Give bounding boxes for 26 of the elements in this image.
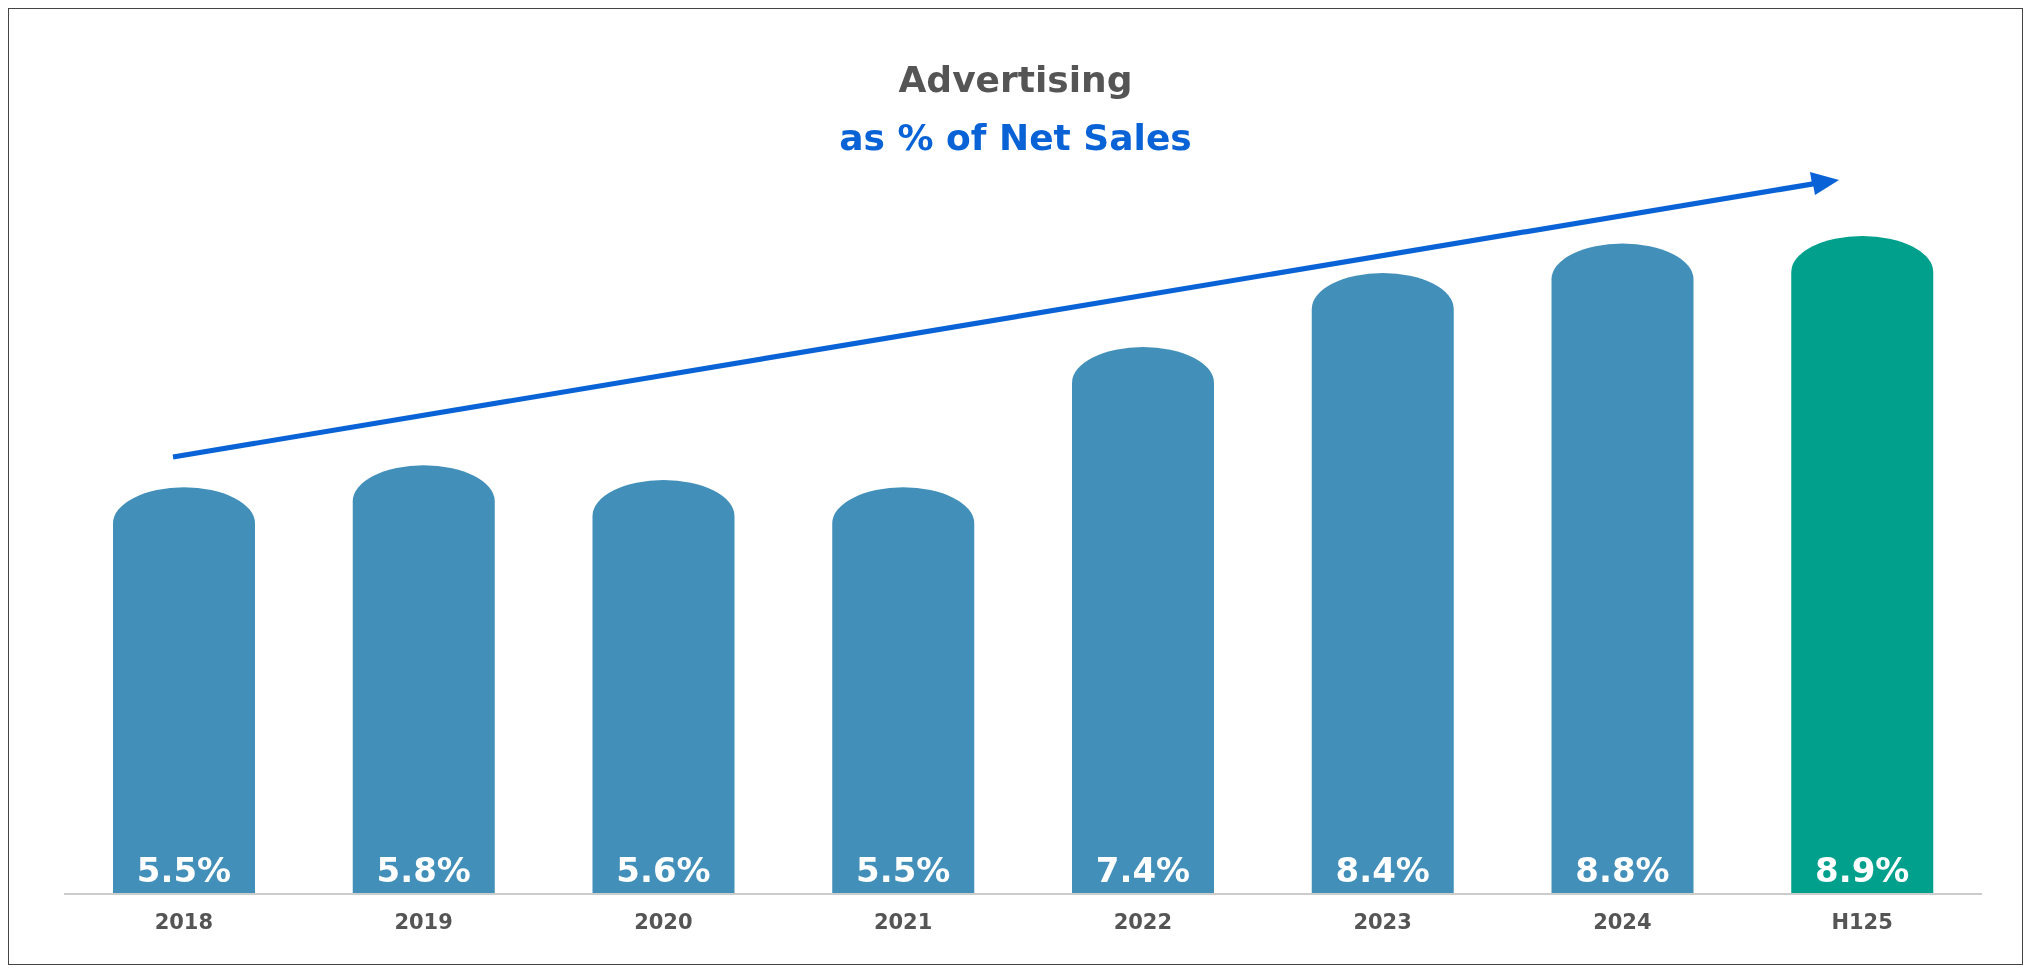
x-tick-label: 2023 (1353, 909, 1412, 934)
x-tick-label: H125 (1831, 909, 1893, 934)
data-label: 5.5% (856, 850, 951, 890)
x-tick-label: 2018 (154, 909, 214, 934)
data-label: 8.9% (1815, 850, 1910, 890)
data-label: 8.8% (1575, 850, 1670, 890)
x-tick-label: 2024 (1593, 909, 1652, 934)
chart-title: Advertising (897, 59, 1134, 100)
data-label: 5.6% (616, 850, 711, 890)
bar (832, 487, 975, 894)
data-label: 5.8% (376, 850, 471, 890)
x-tick-label: 2019 (394, 909, 453, 934)
data-label: 7.4% (1095, 850, 1191, 890)
data-label: 5.5% (136, 850, 232, 890)
bar (1072, 346, 1214, 894)
chart-subtitle: as % of Net Sales (838, 117, 1193, 158)
bar (1791, 236, 1934, 894)
x-tick-label: 2021 (873, 909, 933, 934)
bar (113, 487, 255, 894)
data-label: 8.4% (1335, 850, 1430, 890)
bar (1551, 243, 1694, 894)
x-tick-label: 2020 (634, 909, 693, 934)
bar (1311, 273, 1454, 894)
bar (352, 465, 495, 894)
x-tick-label: 2022 (1113, 909, 1173, 934)
bar (592, 480, 735, 894)
